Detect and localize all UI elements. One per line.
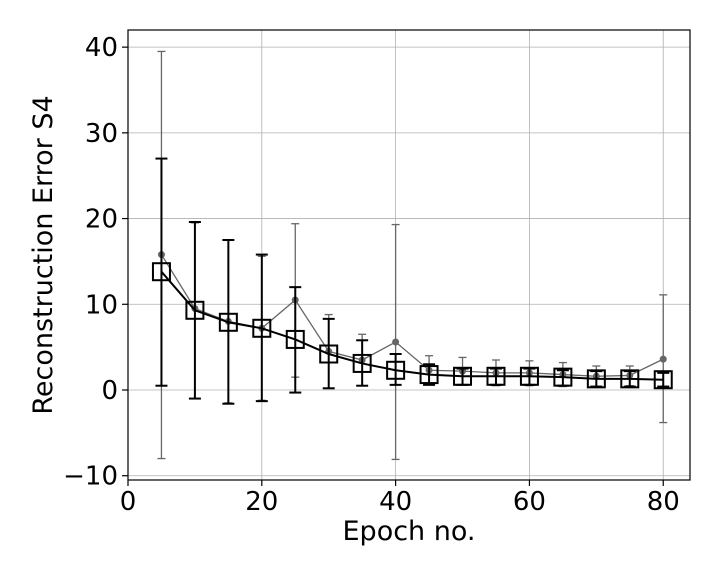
series-line xyxy=(160,271,664,381)
data-point-circle xyxy=(392,338,400,346)
series-layer xyxy=(151,50,673,461)
series-2 xyxy=(151,157,673,405)
y-axis-label: Reconstruction Error S4 xyxy=(28,95,59,414)
grid xyxy=(127,30,690,480)
y-tick-label: 40 xyxy=(85,33,118,63)
data-point-square xyxy=(386,360,406,380)
y-tick-label: 20 xyxy=(85,205,118,235)
y-tick-label: −10 xyxy=(63,462,118,492)
data-point-square xyxy=(252,318,272,338)
data-point-square xyxy=(653,370,673,390)
x-tick-label: 20 xyxy=(245,487,278,517)
data-point-square xyxy=(218,312,238,332)
x-tick-label: 40 xyxy=(379,487,412,517)
x-tick-label: 0 xyxy=(120,487,137,517)
data-point-square xyxy=(586,369,606,389)
data-point-square xyxy=(553,367,573,387)
plot-area-frame xyxy=(127,29,691,481)
series-1 xyxy=(157,50,668,461)
y-tick-label: 0 xyxy=(101,376,118,406)
x-tick-label: 60 xyxy=(513,487,546,517)
data-point-square xyxy=(352,353,372,373)
x-axis-label: Epoch no. xyxy=(343,516,476,547)
data-point-square xyxy=(151,262,171,282)
data-point-square xyxy=(519,366,539,386)
data-point-square xyxy=(486,366,506,386)
data-point-square xyxy=(620,369,640,389)
data-point-square xyxy=(185,300,205,320)
data-point-square xyxy=(285,329,305,349)
data-point-circle xyxy=(659,355,667,363)
y-tick-label: 10 xyxy=(85,290,118,320)
y-tick-label: 30 xyxy=(85,119,118,149)
data-point-square xyxy=(319,344,339,364)
x-tick-label: 80 xyxy=(647,487,680,517)
data-point-square xyxy=(453,366,473,386)
data-point-square xyxy=(419,365,439,385)
